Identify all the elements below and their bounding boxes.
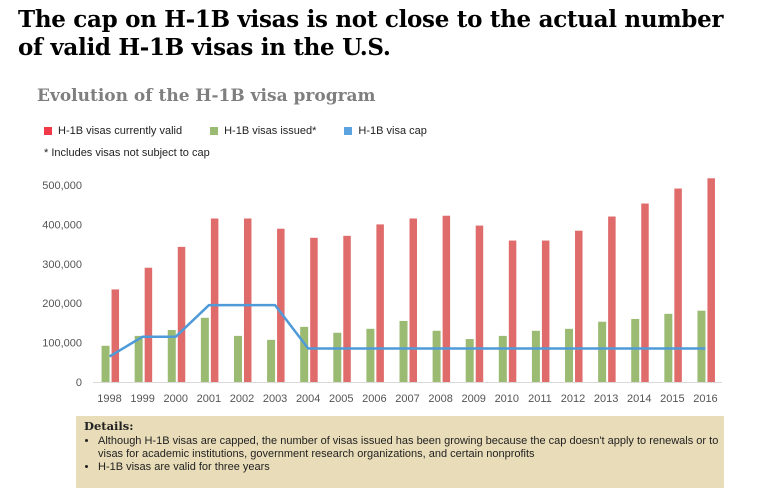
details-list: Although H-1B visas are capped, the numb… <box>84 435 724 474</box>
y-tick-label: 300,000 <box>42 259 82 271</box>
bar-valid-2001 <box>210 218 219 382</box>
bar-valid-2005 <box>343 235 351 382</box>
details-box: Details: Although H-1B visas are capped,… <box>76 416 724 488</box>
x-tick-label: 2012 <box>561 393 585 405</box>
legend-label: H-1B visas currently valid <box>58 125 183 137</box>
bar-issued-2004 <box>300 326 309 382</box>
bar-issued-2002 <box>233 335 242 382</box>
x-tick-label: 2003 <box>263 393 287 405</box>
chart-title: Evolution of the H-1B visa program <box>37 86 376 106</box>
bar-issued-2008 <box>432 330 441 382</box>
legend-label: H-1B visas issued* <box>224 125 317 137</box>
bar-valid-2011 <box>541 240 550 382</box>
details-heading: Details: <box>84 419 134 433</box>
legend-swatch-green <box>210 127 219 135</box>
bar-issued-1999 <box>134 335 143 382</box>
x-tick-label: 2002 <box>230 393 254 405</box>
x-tick-label: 2011 <box>528 393 552 405</box>
bar-valid-2002 <box>243 218 252 382</box>
x-tick-label: 2014 <box>627 393 651 405</box>
bar-issued-2010 <box>498 335 507 382</box>
x-tick-label: 2010 <box>495 393 519 405</box>
bar-valid-2016 <box>707 178 715 382</box>
bar-valid-2006 <box>376 224 384 382</box>
cap-line <box>108 303 706 358</box>
legend-label: H-1B visa cap <box>358 125 427 137</box>
bar-issued-2003 <box>267 339 276 382</box>
bar-valid-2004 <box>310 237 318 382</box>
x-tick-label: 2005 <box>329 393 353 405</box>
x-tick-label: 2001 <box>197 393 221 405</box>
bar-issued-2013 <box>598 321 607 382</box>
bar-issued-2011 <box>531 330 540 382</box>
x-tick-label: 2004 <box>296 393 320 405</box>
x-tick-label: 2000 <box>164 393 188 405</box>
x-tick-label: 1998 <box>97 393 121 405</box>
y-tick-label: 200,000 <box>42 298 82 310</box>
x-tick-label: 2009 <box>461 393 485 405</box>
bar-valid-2003 <box>277 228 285 382</box>
bar-valid-2009 <box>475 225 484 382</box>
y-tick-label: 500,000 <box>42 180 82 192</box>
legend: H-1B visas currently valid H-1B visas is… <box>44 125 427 137</box>
legend-item-valid: H-1B visas currently valid <box>44 125 182 137</box>
footnote: * Includes visas not subject to cap <box>44 147 210 159</box>
bar-issued-2005 <box>333 332 342 382</box>
y-tick-label: 400,000 <box>42 219 82 231</box>
bar-issued-2009 <box>465 339 474 382</box>
legend-item-issued: H-1B visas issued* <box>210 125 316 137</box>
x-tick-label: 2007 <box>395 393 419 405</box>
x-tick-label: 2006 <box>362 393 386 405</box>
bar-valid-2013 <box>608 216 616 382</box>
bar-issued-2007 <box>399 320 408 382</box>
bar-valid-2010 <box>508 240 517 382</box>
bar-valid-2008 <box>442 215 451 382</box>
y-tick-label: 100,000 <box>42 338 82 350</box>
details-bullet: H-1B visas are valid for three years <box>98 461 724 474</box>
headline: The cap on H-1B visas is not close to th… <box>18 6 724 61</box>
bar-valid-2007 <box>409 218 417 382</box>
bar-valid-1998 <box>111 289 120 382</box>
bar-valid-2015 <box>674 188 682 382</box>
bar-issued-2016 <box>697 310 706 382</box>
x-tick-label: 2008 <box>428 393 452 405</box>
legend-item-cap: H-1B visa cap <box>344 125 427 137</box>
bar-valid-1999 <box>144 267 153 382</box>
bar-valid-2012 <box>575 230 583 382</box>
bar-issued-1998 <box>101 345 110 382</box>
bar-issued-2000 <box>167 329 176 382</box>
legend-swatch-red <box>44 127 52 135</box>
x-tick-label: 2013 <box>594 393 618 405</box>
y-tick-label: 0 <box>76 377 82 389</box>
bar-valid-2014 <box>641 203 649 382</box>
bar-issued-2001 <box>200 317 209 382</box>
bar-issued-2006 <box>366 328 375 382</box>
bar-issued-2012 <box>565 328 574 382</box>
x-tick-label: 2016 <box>693 393 717 405</box>
legend-swatch-blue <box>344 127 353 135</box>
x-tick-label: 1999 <box>130 393 154 405</box>
details-bullet: Although H-1B visas are capped, the numb… <box>98 435 724 461</box>
bar-issued-2014 <box>631 318 640 382</box>
bar-valid-2000 <box>177 246 186 382</box>
x-tick-label: 2015 <box>660 393 684 405</box>
